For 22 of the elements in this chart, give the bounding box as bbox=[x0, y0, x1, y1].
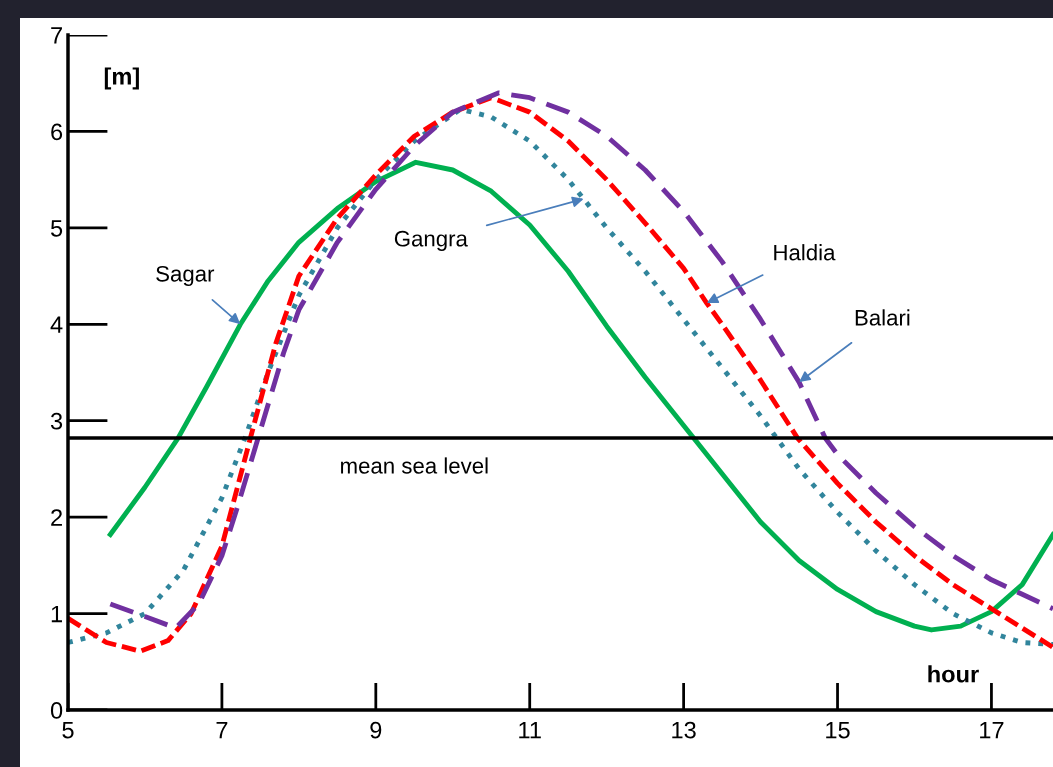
x-tick-label: 17 bbox=[980, 721, 1004, 739]
annotation: Gangra bbox=[394, 230, 468, 251]
y-tick-label: 3 bbox=[50, 412, 63, 430]
y-tick-label: 0 bbox=[50, 702, 63, 719]
y-tick-label: 1 bbox=[51, 605, 62, 623]
ref-line-label: mean sea level bbox=[341, 457, 488, 474]
x-tick-label: 7 bbox=[216, 721, 228, 739]
y-tick-label: 7 bbox=[51, 27, 62, 44]
x-tick-label: 5 bbox=[62, 721, 74, 739]
x-tick-label: 9 bbox=[370, 721, 382, 739]
y-tick-label: 6 bbox=[51, 123, 63, 141]
annotation: Balari bbox=[855, 309, 910, 326]
x-axis-title: hour bbox=[928, 665, 979, 683]
y-tick-label: 2 bbox=[51, 509, 62, 526]
y-tick-label: 5 bbox=[50, 220, 63, 237]
x-tick-label: 11 bbox=[519, 721, 541, 739]
annotation: Sagar bbox=[156, 265, 215, 287]
x-tick-label: 15 bbox=[826, 721, 850, 739]
y-tick-label: 4 bbox=[50, 316, 63, 333]
y-axis-title: [m] bbox=[104, 67, 139, 90]
x-tick-label: 13 bbox=[672, 721, 696, 739]
annotation: Haldia bbox=[774, 244, 836, 261]
